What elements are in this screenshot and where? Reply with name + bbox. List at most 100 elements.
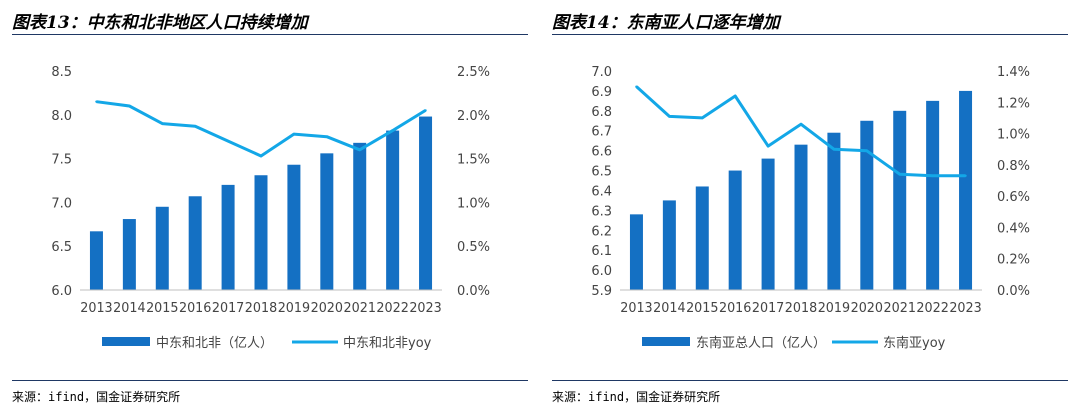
left-axis-tick-label: 7.0 [51, 196, 72, 211]
yoy-point-2015 [161, 122, 164, 125]
yoy-point-2020 [325, 135, 329, 138]
right-axis-tick-label: 1.4% [997, 65, 1030, 80]
bar-2014 [662, 200, 676, 290]
yoy-point-2014 [128, 104, 131, 108]
left-axis-tick-label: 7.5 [51, 153, 72, 168]
x-tick-label-2022: 2022 [376, 301, 408, 316]
yoy-point-2018 [799, 122, 803, 126]
legend-bar-swatch [642, 337, 690, 346]
left-title-rule [12, 34, 528, 35]
left-axis-tick-label: 6.3 [591, 204, 612, 219]
bar-2020 [320, 153, 334, 290]
x-tick-label-2013: 2013 [620, 301, 652, 316]
right-figure-title: 图表14：东南亚人口逐年增加 [552, 13, 780, 33]
x-tick-label-2019: 2019 [818, 301, 850, 316]
right-axis-tick-label: 0.5% [457, 240, 490, 255]
x-tick-label-2017: 2017 [752, 301, 784, 316]
right-title-rule [552, 34, 1068, 35]
yoy-point-2013 [95, 100, 98, 103]
right-axis-tick-label: 1.0% [457, 196, 490, 211]
right-source: 来源：ifind，国金证券研究所 [552, 390, 721, 404]
right-axis-tick-label: 2.0% [457, 109, 490, 124]
bar-2018 [794, 144, 808, 290]
bar-2020 [860, 120, 874, 290]
bar-2016 [728, 170, 742, 290]
x-tick-label-2015: 2015 [146, 301, 178, 316]
right-axis-tick-label: 1.2% [997, 96, 1030, 111]
left-axis-tick-label: 6.6 [591, 145, 612, 160]
yoy-point-2023 [964, 174, 967, 178]
left-source-rule [12, 380, 528, 381]
legend-bar-label: 东南亚总人口（亿人） [696, 335, 826, 351]
x-tick-label-2018: 2018 [245, 301, 277, 316]
yoy-point-2017 [226, 139, 230, 143]
right-axis-tick-label: 1.5% [457, 153, 490, 168]
left-axis-tick-label: 7.0 [591, 65, 612, 80]
bar-2015 [695, 186, 709, 290]
x-tick-label-2017: 2017 [212, 301, 244, 316]
bar-2023 [419, 116, 433, 290]
x-tick-label-2018: 2018 [785, 301, 817, 316]
right-combo-chart: 7.0 6.9 6.8 6.7 6.6 6.5 6.4 6.3 6.2 6.1 6.0 5.9 1.4%… [591, 65, 1030, 351]
left-axis-tick-label: 6.5 [51, 240, 72, 255]
yoy-point-2014 [668, 115, 671, 118]
left-axis-tick-label: 6.0 [51, 284, 72, 299]
x-tick-label-2020: 2020 [311, 301, 343, 316]
x-tick-label-2023: 2023 [409, 301, 441, 316]
bar-2022 [386, 130, 400, 290]
bar-2017 [221, 184, 235, 290]
x-tick-label-2020: 2020 [851, 301, 883, 316]
bar-2021 [893, 110, 907, 291]
x-tick-label-2023: 2023 [949, 301, 981, 316]
left-axis-tick-label: 6.5 [591, 165, 612, 180]
yoy-point-2023 [424, 109, 427, 112]
legend-bar-label: 中东和北非（亿人） [156, 336, 273, 351]
legend-line-label: 中东和北非yoy [343, 336, 432, 351]
right-source-rule [552, 380, 1068, 381]
bar-2023 [959, 90, 973, 290]
yoy-point-2019 [292, 132, 296, 136]
left-axis-tick-label: 6.4 [591, 184, 612, 199]
left-axis-tick-label: 8.5 [51, 65, 72, 80]
yoy-point-2016 [733, 94, 737, 98]
right-axis-tick-label: 0.8% [997, 159, 1030, 174]
right-axis-tick-label: 1.0% [997, 128, 1030, 143]
yoy-point-2017 [766, 144, 770, 148]
x-tick-label-2019: 2019 [278, 301, 310, 316]
x-tick-label-2015: 2015 [686, 301, 718, 316]
bar-2013 [89, 231, 103, 290]
right-axis-tick-label: 0.4% [997, 221, 1030, 236]
yoy-point-2018 [259, 154, 263, 158]
bar-2013 [629, 214, 643, 290]
left-axis-tick-label: 6.8 [591, 105, 612, 120]
bar-2019 [827, 132, 841, 290]
right-axis-tick-label: 0.0% [997, 284, 1030, 299]
yoy-point-2021 [358, 148, 361, 152]
left-axis-tick-label: 6.7 [591, 125, 612, 140]
x-tick-label-2016: 2016 [179, 301, 211, 316]
x-tick-label-2016: 2016 [719, 301, 751, 316]
x-tick-label-2014: 2014 [653, 301, 685, 316]
legend-bar-swatch [102, 337, 150, 346]
left-axis-tick-label: 8.0 [51, 109, 72, 124]
yoy-point-2016 [193, 124, 197, 128]
legend-line-label: 东南亚yoy [883, 335, 946, 351]
left-axis-tick-label: 6.1 [591, 244, 612, 259]
yoy-point-2019 [832, 148, 836, 151]
bar-2022 [926, 100, 940, 290]
yoy-point-2013 [635, 85, 638, 88]
x-tick-label-2021: 2021 [884, 301, 916, 316]
x-tick-label-2013: 2013 [80, 301, 112, 316]
left-figure-title: 图表13：中东和北非地区人口持续增加 [12, 13, 308, 33]
left-axis-tick-label: 6.9 [591, 85, 612, 100]
yoy-point-2015 [701, 116, 704, 120]
x-tick-label-2022: 2022 [916, 301, 948, 316]
yoy-point-2022 [391, 129, 394, 132]
bar-2021 [353, 142, 367, 290]
right-axis-tick-label: 0.6% [997, 190, 1030, 205]
bar-2014 [122, 219, 136, 290]
right-axis-tick-label: 0.2% [997, 253, 1030, 268]
right-axis-tick-label: 2.5% [457, 65, 490, 80]
right-axis-tick-label: 0.0% [457, 284, 490, 299]
bar-2016 [188, 196, 202, 290]
